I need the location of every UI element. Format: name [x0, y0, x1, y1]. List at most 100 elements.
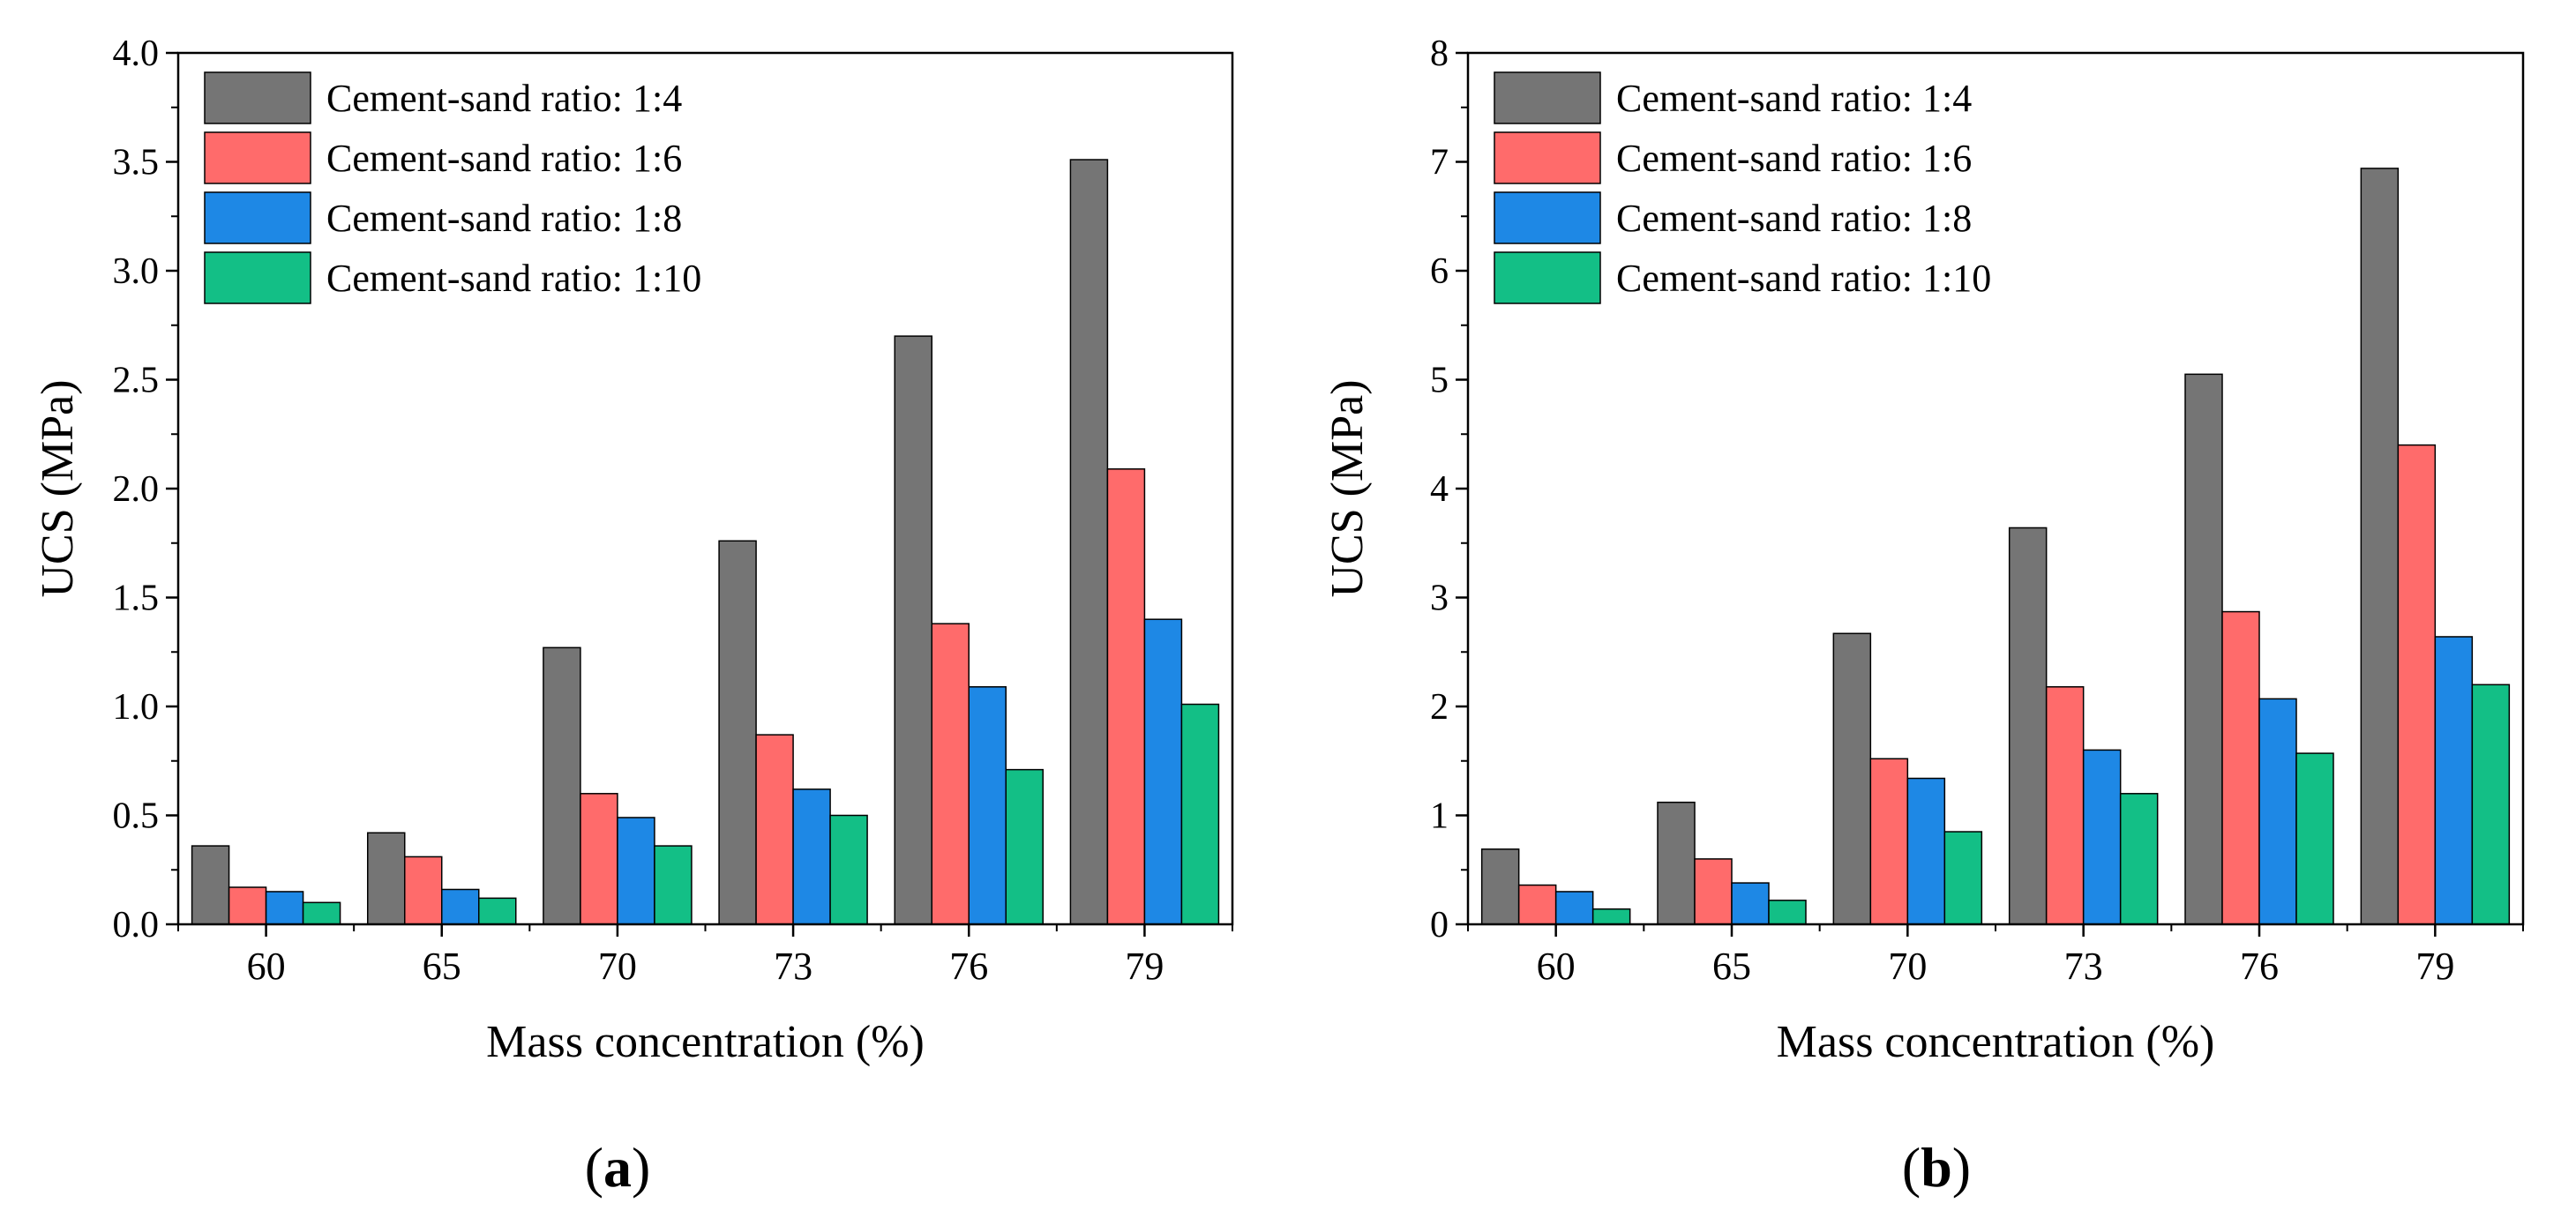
- y-tick-label: 8: [1430, 34, 1449, 74]
- legend-swatch: [1494, 191, 1601, 244]
- y-tick-label: 2.0: [113, 469, 160, 510]
- bar-60-series-3: [1554, 891, 1594, 925]
- bar-65-series-1: [1657, 801, 1696, 925]
- bar-60-series-1: [191, 845, 230, 925]
- bar-70-series-1: [1832, 632, 1872, 925]
- legend-swatch: [204, 71, 311, 124]
- x-tick-label: 73: [2064, 945, 2103, 988]
- panel-caption: (a): [585, 1136, 651, 1199]
- x-tick-label: 79: [1125, 945, 1164, 988]
- y-axis-title: UCS (MPa): [33, 379, 83, 597]
- bar-76-series-3: [968, 686, 1007, 925]
- bar-60-series-2: [1517, 884, 1557, 925]
- bar-70-series-4: [654, 845, 693, 925]
- bar-70-series-2: [1869, 758, 1909, 925]
- bar-79-series-1: [2360, 168, 2400, 925]
- bar-65-series-1: [367, 832, 406, 925]
- x-tick-label: 65: [423, 945, 461, 988]
- bar-73-series-3: [2082, 749, 2122, 925]
- y-tick-label: 1: [1430, 796, 1449, 837]
- y-tick-label: 4: [1430, 469, 1449, 510]
- bar-73-series-1: [2008, 527, 2048, 925]
- x-tick-label: 60: [247, 945, 286, 988]
- bar-65-series-3: [441, 888, 480, 925]
- chart-panel-b: 0 1 2 3 4 5 6 7 8 60 65 70 73 76 79 Mass concentration …: [1322, 34, 2525, 1199]
- bar-73-series-4: [829, 814, 868, 925]
- legend-swatch: [204, 251, 311, 304]
- bar-73-series-2: [755, 734, 794, 925]
- bar-60-series-4: [1591, 908, 1631, 925]
- y-tick-label: 1.5: [113, 579, 160, 619]
- legend-label: Cement-sand ratio: 1:6: [1616, 137, 1972, 180]
- x-tick-label: 65: [1712, 945, 1751, 988]
- y-tick-label: 3: [1430, 579, 1449, 619]
- bar-60-series-1: [1480, 848, 1520, 925]
- chart-panel-a: 0.0 0.5 1.0 1.5 2.0 2.5 3.0 3.5 4.0 60 65 70 73 76 79 M…: [33, 34, 1234, 1199]
- bar-76-series-2: [2221, 610, 2260, 925]
- y-tick-label: 1.0: [113, 687, 160, 728]
- bar-65-series-2: [404, 856, 443, 925]
- legend-label: Cement-sand ratio: 1:8: [326, 197, 682, 240]
- bar-65-series-2: [1694, 858, 1733, 925]
- bar-79-series-3: [2434, 636, 2474, 925]
- bar-76-series-3: [2258, 698, 2297, 925]
- bar-70-series-2: [580, 793, 618, 925]
- bar-65-series-4: [1768, 900, 1807, 925]
- y-tick-label: 4.0: [113, 34, 160, 74]
- bar-79-series-2: [2397, 444, 2437, 925]
- bar-70-series-3: [1906, 777, 1946, 925]
- y-tick-label: 0: [1430, 905, 1449, 945]
- bar-73-series-3: [792, 788, 831, 925]
- bar-70-series-1: [543, 646, 581, 925]
- bar-79-series-4: [2471, 684, 2511, 925]
- legend-swatch: [204, 191, 311, 244]
- bar-76-series-1: [2184, 373, 2223, 925]
- legend-swatch: [204, 131, 311, 184]
- legend-swatch: [1494, 71, 1601, 124]
- legend-label: Cement-sand ratio: 1:4: [1616, 77, 1972, 120]
- x-tick-label: 73: [774, 945, 812, 988]
- y-tick-label: 0.0: [113, 905, 160, 945]
- x-tick-label: 76: [949, 945, 988, 988]
- bar-65-series-3: [1731, 882, 1770, 925]
- bar-70-series-3: [617, 817, 655, 925]
- x-tick-label: 70: [1888, 945, 1927, 988]
- bar-79-series-2: [1106, 468, 1146, 925]
- bar-76-series-2: [931, 623, 970, 925]
- y-tick-label: 0.5: [113, 796, 160, 837]
- legend-label: Cement-sand ratio: 1:10: [1616, 257, 1991, 300]
- bar-76-series-4: [2295, 752, 2334, 925]
- legend-label: Cement-sand ratio: 1:10: [326, 257, 701, 300]
- bar-76-series-1: [894, 335, 932, 925]
- x-tick-label: 76: [2240, 945, 2279, 988]
- legend-label: Cement-sand ratio: 1:6: [326, 137, 682, 180]
- bar-60-series-4: [302, 901, 341, 925]
- bar-79-series-4: [1180, 703, 1220, 925]
- y-tick-label: 5: [1430, 361, 1449, 401]
- y-axis-title: UCS (MPa): [1322, 379, 1373, 597]
- x-axis-title: Mass concentration (%): [1777, 1017, 2215, 1067]
- y-tick-label: 6: [1430, 251, 1449, 292]
- bar-73-series-1: [718, 540, 757, 925]
- x-tick-label: 60: [1537, 945, 1576, 988]
- y-tick-label: 2: [1430, 687, 1449, 728]
- bar-73-series-4: [2119, 793, 2159, 925]
- legend-swatch: [1494, 131, 1601, 184]
- y-tick-label: 7: [1430, 143, 1449, 183]
- x-tick-label: 79: [2415, 945, 2454, 988]
- x-axis-title: Mass concentration (%): [486, 1017, 925, 1067]
- y-tick-label: 2.5: [113, 361, 160, 401]
- bar-65-series-4: [478, 897, 517, 925]
- bar-70-series-4: [1943, 831, 1983, 925]
- bar-60-series-2: [228, 886, 267, 925]
- panel-caption: (b): [1902, 1136, 1971, 1199]
- bar-76-series-4: [1005, 768, 1044, 925]
- legend-label: Cement-sand ratio: 1:4: [326, 77, 682, 120]
- y-tick-label: 3.0: [113, 251, 160, 292]
- y-tick-label: 3.5: [113, 143, 160, 183]
- bar-73-series-2: [2045, 686, 2085, 925]
- x-tick-label: 70: [598, 945, 637, 988]
- bar-60-series-3: [265, 891, 304, 925]
- legend-label: Cement-sand ratio: 1:8: [1616, 197, 1972, 240]
